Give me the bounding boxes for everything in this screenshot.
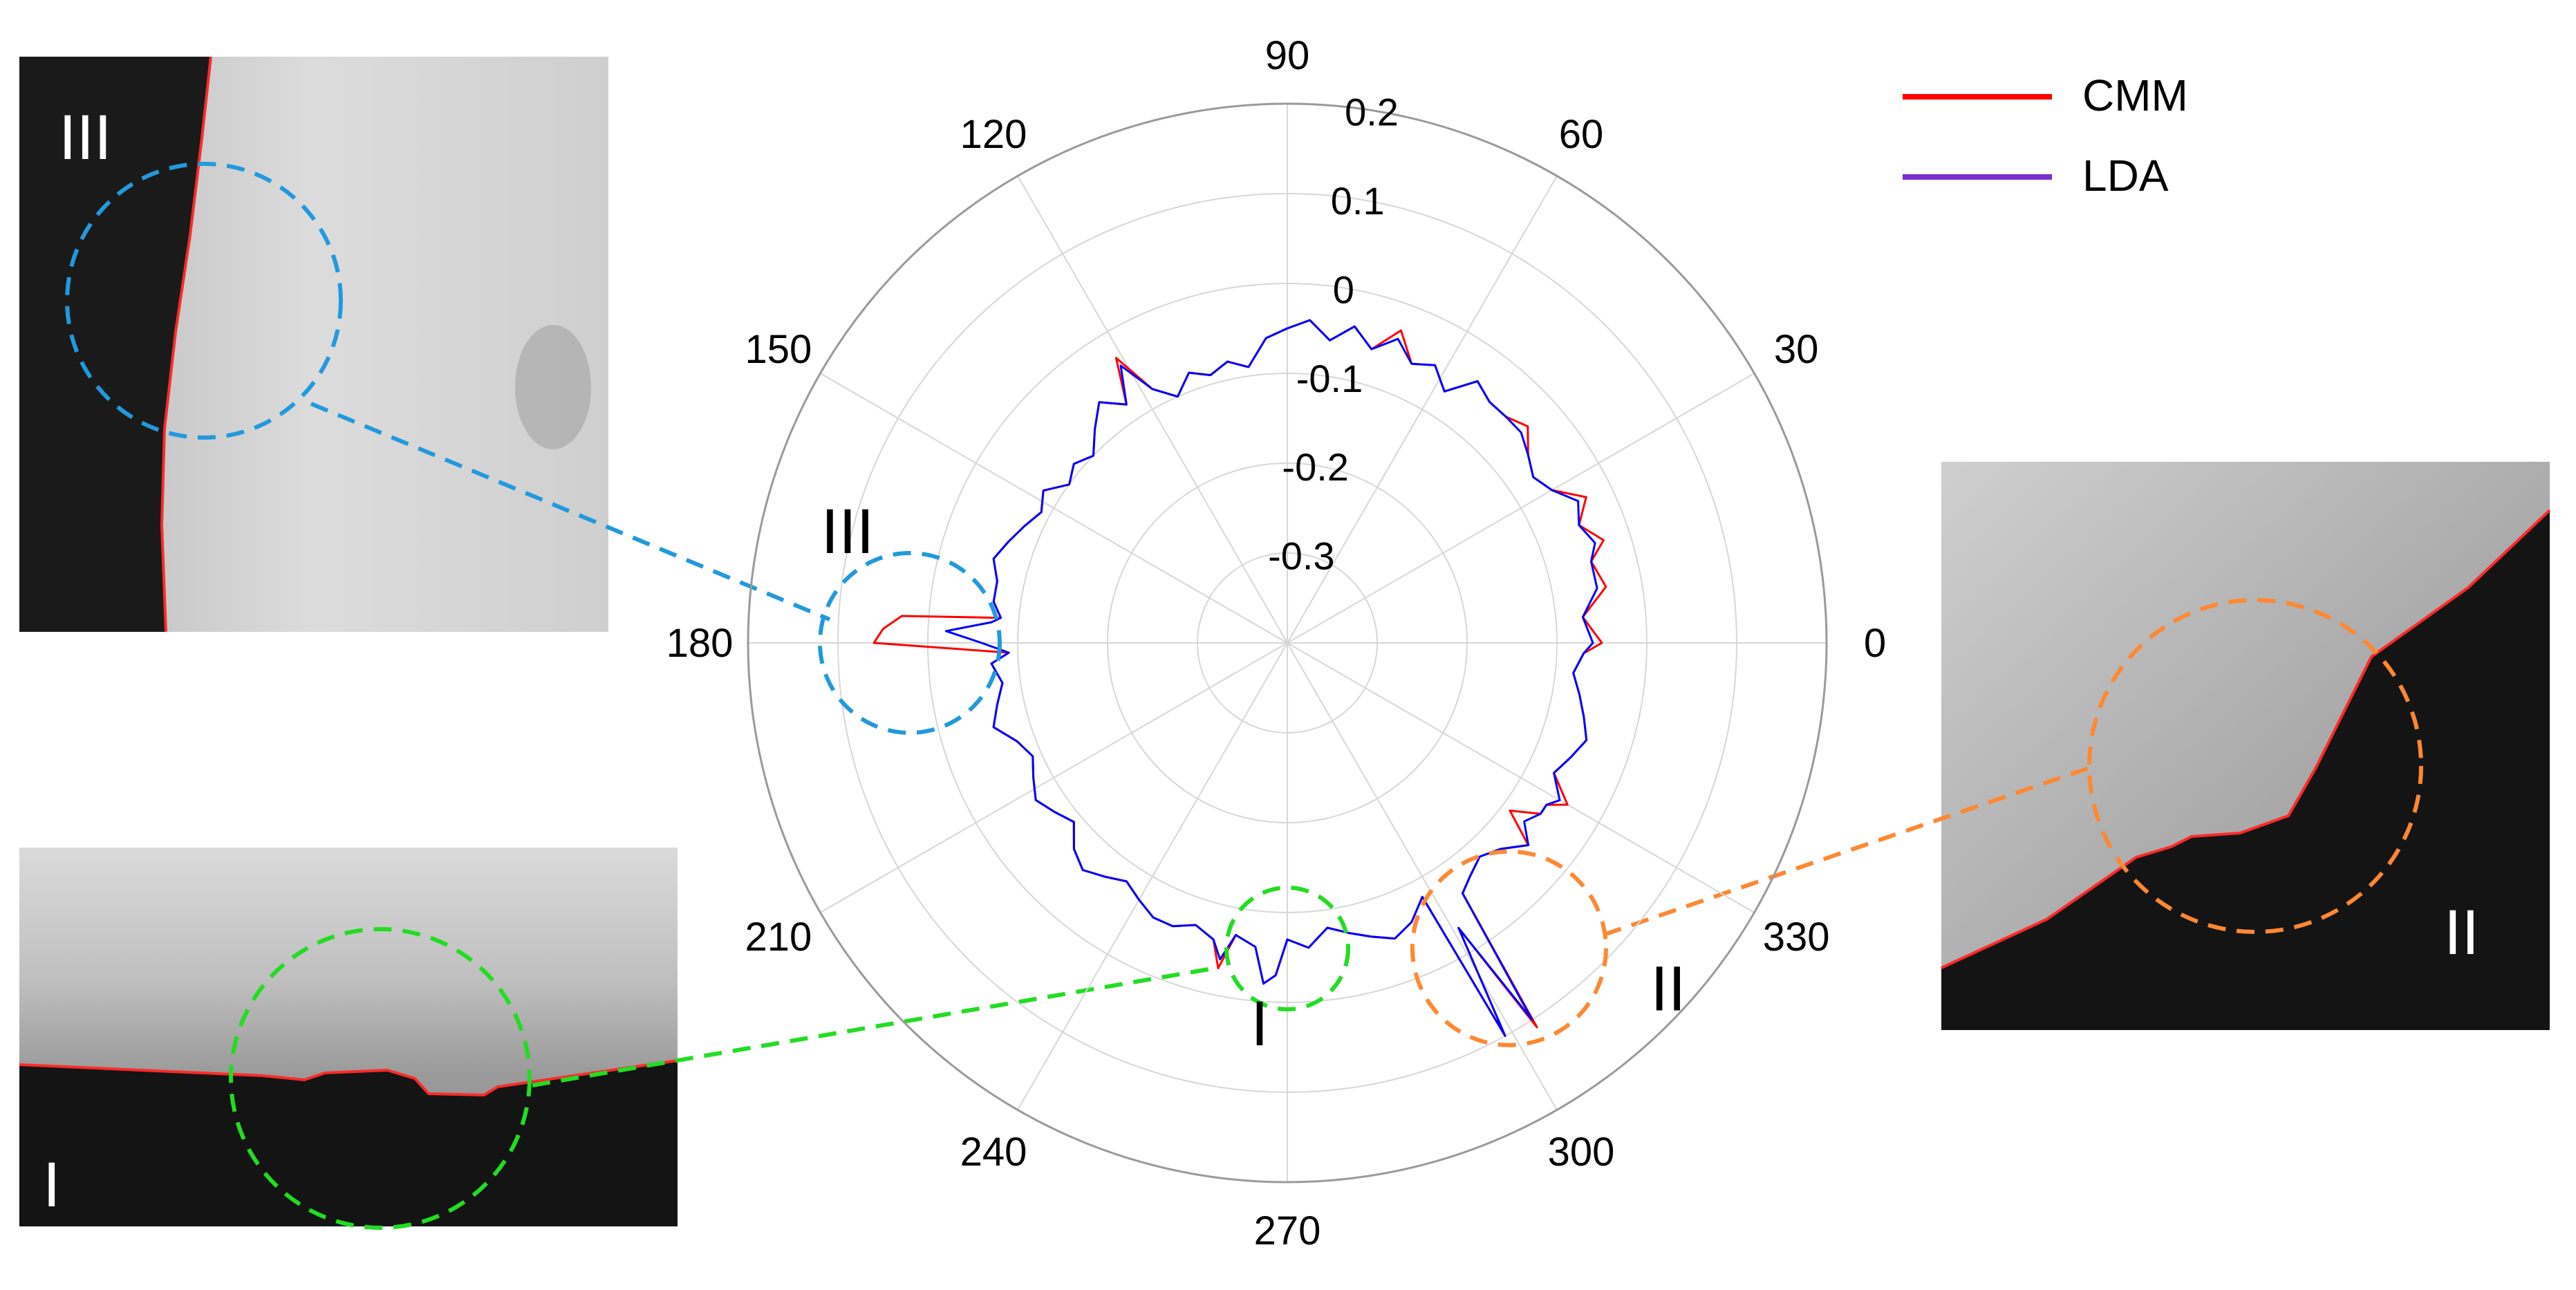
ring--0.3: [1197, 552, 1378, 733]
ring-0: [927, 283, 1648, 1003]
legend-label-cmm: CMM: [2082, 71, 2188, 120]
inset-III-dark-region: [19, 57, 211, 632]
callout-circle-II: [1410, 849, 1608, 1047]
inset-II-dark-region: [1941, 510, 2550, 1030]
ring-0.1: [837, 193, 1737, 1093]
callout-circle-I: [1224, 886, 1350, 1011]
inset-I-highlight-circle: [229, 927, 532, 1230]
inset-II-highlight-circle: [2087, 598, 2423, 934]
theta-tick-90: 90: [1265, 33, 1310, 78]
series-lda-line: [944, 319, 1598, 1037]
inset-II-edge-line: [1941, 509, 2551, 969]
theta-tick-300: 300: [1548, 1130, 1615, 1175]
r-tick-labels: -0.3 -0.2 -0.1 0 0.1 0.2: [1268, 91, 1399, 578]
theta-tick-270: 270: [1254, 1208, 1321, 1253]
series-cmm-line: [872, 319, 1607, 1037]
ring--0.1: [1017, 373, 1558, 913]
theta-tick-330: 330: [1763, 915, 1830, 960]
inset-I-dark-region: [19, 1060, 678, 1226]
theta-tick-210: 210: [745, 915, 812, 960]
theta-tick-30: 30: [1774, 327, 1819, 372]
theta-tick-180: 180: [666, 621, 734, 666]
inset-III: III: [19, 56, 608, 633]
inset-I-edge-line: [19, 1059, 678, 1097]
inset-I: I: [19, 848, 678, 1230]
r-tick--0.1: -0.1: [1296, 357, 1363, 400]
callout-circle-III: [818, 551, 1002, 735]
theta-tick-0: 0: [1864, 621, 1886, 666]
r-tick--0.2: -0.2: [1282, 445, 1349, 489]
theta-tick-240: 240: [960, 1130, 1027, 1175]
r-tick-0.2: 0.2: [1345, 91, 1399, 134]
inset-III-edge-line: [160, 56, 212, 633]
polar-rings: [747, 102, 1828, 1184]
series-layer: [872, 319, 1607, 1037]
legend-label-lda: LDA: [2082, 151, 2169, 200]
theta-tick-150: 150: [745, 327, 812, 372]
inset-III-highlight-circle: [65, 162, 343, 440]
inset-I-label: I: [43, 1150, 61, 1220]
outer-ring: [747, 102, 1828, 1184]
r-tick--0.3: -0.3: [1268, 534, 1335, 578]
legend: CMM LDA: [1903, 71, 2188, 200]
callout-label-I: I: [1251, 989, 1269, 1059]
inset-III-highlight-blob: [515, 325, 591, 449]
theta-tick-labels: 0 30 60 90 120 150 180 210 240 270 300 330: [666, 33, 1887, 1253]
callout-label-III: III: [821, 496, 875, 567]
inset-III-label: III: [59, 102, 112, 173]
callout-label-II: II: [1650, 954, 1686, 1025]
theta-tick-60: 60: [1559, 112, 1604, 157]
r-tick-0: 0: [1333, 268, 1354, 311]
r-tick-0.1: 0.1: [1331, 179, 1385, 223]
inset-II: II: [1941, 462, 2551, 1030]
ring--0.2: [1107, 462, 1468, 823]
theta-tick-120: 120: [960, 112, 1027, 157]
polar-plot: 0 30 60 90 120 150 180 210 240 270 300 330 -0.3 -0.2…: [666, 33, 1887, 1253]
connector-III: [310, 402, 831, 621]
inset-II-label: II: [2444, 897, 2479, 968]
